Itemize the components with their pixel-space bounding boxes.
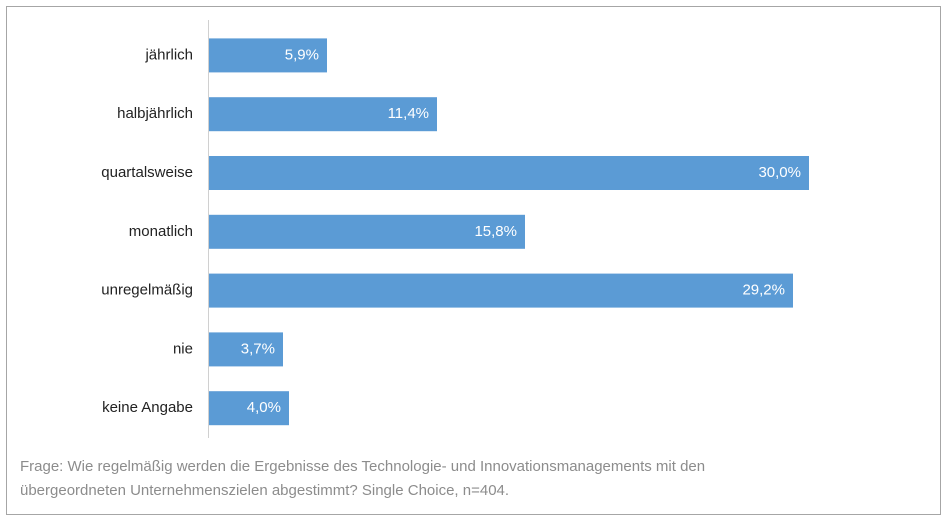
bar — [209, 214, 525, 249]
value-label: 3,7% — [241, 340, 275, 357]
category-label: halbjährlich — [117, 105, 193, 122]
value-label: 29,2% — [742, 282, 785, 299]
bar — [209, 332, 283, 367]
value-label: 11,4% — [388, 105, 429, 122]
value-label: 5,9% — [285, 46, 319, 63]
bar — [209, 391, 289, 426]
bar — [209, 273, 793, 308]
category-label: monatlich — [129, 223, 193, 240]
frame — [6, 6, 941, 515]
category-label: jährlich — [144, 46, 193, 63]
note-line: übergeordneten Unternehmenszielen abgest… — [20, 482, 509, 499]
bar — [209, 97, 437, 132]
category-label: nie — [173, 340, 193, 357]
bar — [209, 38, 327, 73]
value-label: 15,8% — [474, 223, 517, 240]
category-label: keine Angabe — [102, 399, 193, 416]
value-label: 4,0% — [247, 399, 281, 416]
category-label: quartalsweise — [101, 164, 193, 181]
bar — [209, 156, 809, 190]
value-label: 30,0% — [758, 164, 801, 181]
note-line: Frage: Wie regelmäßig werden die Ergebni… — [20, 458, 705, 475]
category-label: unregelmäßig — [101, 282, 193, 299]
